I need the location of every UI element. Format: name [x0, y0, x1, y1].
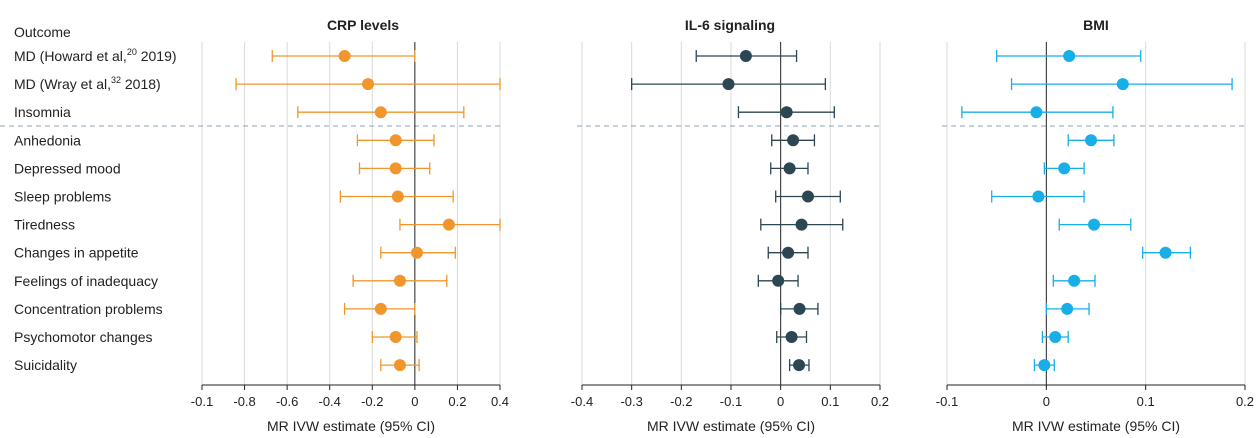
- outcome-label-superscript: 20: [127, 47, 137, 57]
- point-estimate: [1030, 106, 1043, 119]
- outcome-label-text: Tiredness: [14, 217, 75, 233]
- outcome-label-text: Sleep problems: [14, 189, 111, 205]
- x-tick-label: 0: [777, 394, 784, 409]
- point-estimate: [442, 218, 455, 231]
- x-tick-label: -0.1: [191, 394, 213, 409]
- point-estimate: [801, 190, 814, 203]
- outcome-label-text: Depressed mood: [14, 160, 121, 176]
- point-estimate: [795, 218, 808, 231]
- x-tick-label: -0.4: [319, 394, 341, 409]
- outcome-label: Tiredness: [14, 217, 75, 233]
- x-tick-label: -0.1: [720, 394, 742, 409]
- point-estimate: [1088, 218, 1101, 231]
- point-estimate: [785, 331, 798, 343]
- x-axis-label: MR IVW estimate (95% CI): [647, 418, 815, 434]
- outcome-label-tail: 2019): [137, 48, 177, 64]
- x-tick-label: -0.2: [670, 394, 692, 409]
- panel-title: BMI: [1083, 17, 1109, 33]
- x-tick-label: 0.2: [871, 394, 889, 409]
- x-tick-label: 0.1: [821, 394, 839, 409]
- x-tick-label: -0.3: [620, 394, 642, 409]
- point-estimate: [338, 50, 351, 62]
- point-estimate: [1061, 302, 1074, 315]
- outcome-label: MD (Wray et al,32 2018): [14, 75, 161, 92]
- outcome-label: Psychomotor changes: [14, 329, 153, 345]
- point-estimate: [739, 50, 752, 62]
- outcome-label-text: Concentration problems: [14, 301, 163, 317]
- outcome-label: Sleep problems: [14, 189, 111, 205]
- point-estimate: [1068, 274, 1081, 287]
- outcome-label: MD (Howard et al,20 2019): [14, 47, 177, 64]
- x-tick-label: -0.4: [571, 394, 593, 409]
- point-estimate: [391, 190, 404, 203]
- outcome-label: Changes in appetite: [14, 245, 139, 261]
- point-estimate: [783, 162, 796, 175]
- point-estimate: [782, 246, 795, 259]
- outcome-label-text: MD (Howard et al,: [14, 48, 127, 64]
- point-estimate: [389, 162, 402, 175]
- outcome-label: Feelings of inadequacy: [14, 273, 158, 289]
- outcome-label-text: Feelings of inadequacy: [14, 273, 158, 289]
- point-estimate: [374, 106, 387, 119]
- point-estimate: [410, 246, 423, 259]
- x-axis-label: MR IVW estimate (95% CI): [267, 418, 435, 434]
- panel-2: BMI -0.1 0 0.1 0.2 MR IVW estimate (95% CI): [936, 17, 1254, 434]
- point-estimate: [393, 274, 406, 287]
- panel-title: CRP levels: [327, 17, 399, 33]
- outcome-label-tail: 2018): [121, 76, 161, 92]
- outcome-label-text: Suicidality: [14, 357, 77, 373]
- outcome-label: Suicidality: [14, 357, 77, 373]
- point-estimate: [1085, 134, 1098, 147]
- point-estimate: [362, 78, 375, 91]
- outcome-label-text: Insomnia: [14, 104, 71, 120]
- x-tick-label: 0.2: [1236, 394, 1254, 409]
- outcome-header: Outcome: [14, 24, 71, 40]
- x-tick-label: 0: [1043, 394, 1050, 409]
- panel-1: IL-6 signaling -0.4 -0.3 -0.2 -0.1 0 0.1 0.2 MR …: [571, 17, 889, 434]
- point-estimate: [1032, 190, 1045, 203]
- point-estimate: [1116, 78, 1129, 91]
- outcome-label-text: Anhedonia: [14, 132, 81, 148]
- point-estimate: [1063, 50, 1076, 62]
- point-estimate: [389, 134, 402, 147]
- point-estimate: [1058, 162, 1071, 175]
- x-tick-label: 0.1: [1137, 394, 1155, 409]
- outcome-label: Concentration problems: [14, 301, 163, 317]
- point-estimate: [722, 78, 735, 91]
- point-estimate: [780, 106, 793, 119]
- x-tick-label: -0.2: [361, 394, 383, 409]
- point-estimate: [772, 274, 785, 287]
- outcome-label-text: Psychomotor changes: [14, 329, 153, 345]
- point-estimate: [787, 134, 800, 147]
- outcome-label-text: Changes in appetite: [14, 245, 139, 261]
- point-estimate: [793, 302, 806, 315]
- point-estimate: [793, 359, 806, 372]
- outcome-label: Anhedonia: [14, 132, 81, 148]
- x-tick-label: 0.4: [491, 394, 509, 409]
- x-axis-label: MR IVW estimate (95% CI): [1012, 418, 1180, 434]
- point-estimate: [1038, 359, 1051, 372]
- x-tick-label: -0.6: [276, 394, 298, 409]
- point-estimate: [374, 302, 387, 315]
- outcome-label: Depressed mood: [14, 160, 121, 176]
- x-tick-label: -0.1: [936, 394, 958, 409]
- x-tick-label: 0: [411, 394, 418, 409]
- outcome-label: Insomnia: [14, 104, 71, 120]
- panel-0: CRP levels -0.1 -0.8 -0.6 -0.4 -0.2 0 0.2 0.4 MR …: [0, 17, 509, 434]
- outcome-label-text: MD (Wray et al,: [14, 76, 111, 92]
- point-estimate: [393, 359, 406, 372]
- outcome-label-superscript: 32: [111, 75, 121, 85]
- point-estimate: [1159, 246, 1172, 259]
- x-tick-label: 0.2: [448, 394, 466, 409]
- x-tick-label: -0.8: [233, 394, 255, 409]
- panel-title: IL-6 signaling: [685, 17, 775, 33]
- point-estimate: [389, 331, 402, 343]
- point-estimate: [1049, 331, 1062, 343]
